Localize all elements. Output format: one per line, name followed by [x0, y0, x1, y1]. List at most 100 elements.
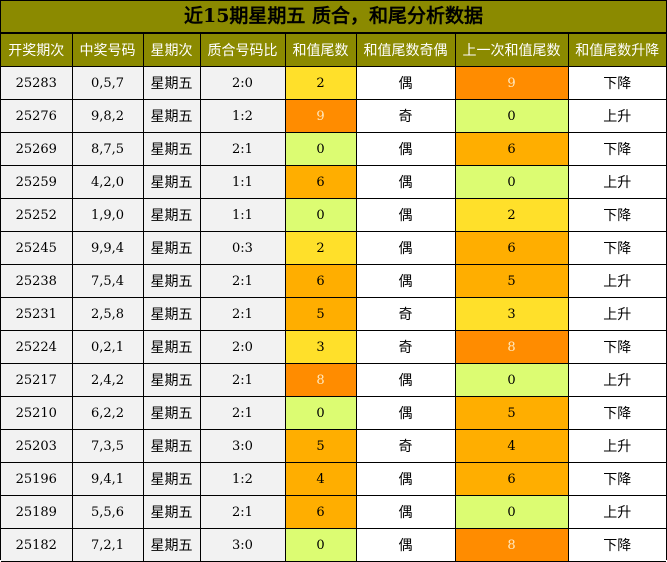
cell-trend: 上升 [567, 495, 666, 529]
cell-tail: 0 [284, 396, 357, 430]
cell-ratio: 1:1 [199, 165, 286, 199]
cell-ratio: 3:0 [199, 429, 286, 463]
cell-numbers: 9,8,2 [71, 99, 144, 133]
table-row: 25252 1,9,0 星期五 1:1 0 偶 2 下降 [1, 198, 666, 232]
table-row: 25203 7,3,5 星期五 3:0 5 奇 4 上升 [1, 429, 666, 463]
cell-ratio: 3:0 [199, 528, 286, 562]
cell-tail: 6 [284, 264, 357, 298]
table-row: 25217 2,4,2 星期五 2:1 8 偶 0 上升 [1, 363, 666, 397]
cell-odd-even: 偶 [355, 462, 456, 496]
cell-numbers: 9,4,1 [71, 462, 144, 496]
col-header-odd-even: 和值尾数奇偶 [355, 33, 456, 67]
cell-ratio: 2:1 [199, 132, 286, 166]
cell-ratio: 2:1 [199, 297, 286, 331]
cell-trend: 下降 [567, 66, 666, 100]
cell-odd-even: 偶 [355, 66, 456, 100]
cell-prev-tail: 0 [454, 363, 569, 397]
cell-ratio: 1:2 [199, 99, 286, 133]
cell-ratio: 1:1 [199, 198, 286, 232]
table-row: 25269 8,7,5 星期五 2:1 0 偶 6 下降 [1, 132, 666, 166]
cell-odd-even: 偶 [355, 198, 456, 232]
cell-period: 25283 [1, 66, 73, 100]
cell-trend: 下降 [567, 231, 666, 265]
cell-prev-tail: 5 [454, 396, 569, 430]
cell-ratio: 0:3 [199, 231, 286, 265]
cell-ratio: 2:1 [199, 264, 286, 298]
cell-odd-even: 偶 [355, 495, 456, 529]
col-header-numbers: 中奖号码 [71, 33, 144, 67]
cell-ratio: 2:0 [199, 330, 286, 364]
cell-trend: 下降 [567, 528, 666, 562]
table-row: 25283 0,5,7 星期五 2:0 2 偶 9 下降 [1, 66, 666, 100]
cell-period: 25210 [1, 396, 73, 430]
table-row: 25189 5,5,6 星期五 2:1 6 偶 0 上升 [1, 495, 666, 529]
cell-trend: 上升 [567, 165, 666, 199]
cell-day: 星期五 [142, 231, 201, 265]
cell-period: 25231 [1, 297, 73, 331]
cell-prev-tail: 8 [454, 330, 569, 364]
cell-period: 25259 [1, 165, 73, 199]
cell-odd-even: 偶 [355, 165, 456, 199]
cell-ratio: 2:1 [199, 495, 286, 529]
cell-day: 星期五 [142, 396, 201, 430]
cell-period: 25217 [1, 363, 73, 397]
cell-prev-tail: 2 [454, 198, 569, 232]
cell-trend: 上升 [567, 429, 666, 463]
cell-odd-even: 偶 [355, 264, 456, 298]
table-row: 25276 9,8,2 星期五 1:2 9 奇 0 上升 [1, 99, 666, 133]
cell-trend: 下降 [567, 330, 666, 364]
cell-numbers: 8,7,5 [71, 132, 144, 166]
col-header-period: 开奖期次 [1, 33, 73, 67]
cell-odd-even: 奇 [355, 297, 456, 331]
cell-prev-tail: 8 [454, 528, 569, 562]
cell-tail: 3 [284, 330, 357, 364]
cell-numbers: 6,2,2 [71, 396, 144, 430]
cell-prev-tail: 0 [454, 165, 569, 199]
col-header-day: 星期次 [142, 33, 201, 67]
cell-odd-even: 奇 [355, 330, 456, 364]
cell-numbers: 0,5,7 [71, 66, 144, 100]
cell-prev-tail: 6 [454, 231, 569, 265]
cell-period: 25245 [1, 231, 73, 265]
cell-day: 星期五 [142, 297, 201, 331]
cell-prev-tail: 3 [454, 297, 569, 331]
table-row: 25182 7,2,1 星期五 3:0 0 偶 8 下降 [1, 528, 666, 562]
cell-prev-tail: 9 [454, 66, 569, 100]
cell-ratio: 2:1 [199, 396, 286, 430]
header-row: 开奖期次 中奖号码 星期次 质合号码比 和值尾数 和值尾数奇偶 上一次和值尾数 … [1, 33, 666, 67]
cell-odd-even: 偶 [355, 363, 456, 397]
cell-period: 25189 [1, 495, 73, 529]
cell-period: 25203 [1, 429, 73, 463]
cell-tail: 2 [284, 231, 357, 265]
cell-tail: 5 [284, 297, 357, 331]
cell-trend: 上升 [567, 99, 666, 133]
cell-prev-tail: 6 [454, 462, 569, 496]
cell-day: 星期五 [142, 165, 201, 199]
cell-tail: 0 [284, 132, 357, 166]
cell-day: 星期五 [142, 66, 201, 100]
table-row: 25245 9,9,4 星期五 0:3 2 偶 6 下降 [1, 231, 666, 265]
cell-day: 星期五 [142, 528, 201, 562]
cell-odd-even: 奇 [355, 429, 456, 463]
cell-tail: 4 [284, 462, 357, 496]
cell-period: 25196 [1, 462, 73, 496]
cell-odd-even: 偶 [355, 396, 456, 430]
col-header-trend: 和值尾数升降 [567, 33, 666, 67]
cell-numbers: 7,2,1 [71, 528, 144, 562]
table-title: 近15期星期五 质合，和尾分析数据 [1, 1, 666, 33]
cell-day: 星期五 [142, 132, 201, 166]
cell-odd-even: 偶 [355, 528, 456, 562]
cell-trend: 下降 [567, 198, 666, 232]
cell-day: 星期五 [142, 495, 201, 529]
cell-tail: 6 [284, 165, 357, 199]
cell-day: 星期五 [142, 264, 201, 298]
cell-period: 25224 [1, 330, 73, 364]
cell-tail: 0 [284, 198, 357, 232]
cell-day: 星期五 [142, 363, 201, 397]
cell-trend: 下降 [567, 462, 666, 496]
cell-day: 星期五 [142, 429, 201, 463]
cell-trend: 上升 [567, 297, 666, 331]
cell-day: 星期五 [142, 462, 201, 496]
cell-ratio: 2:0 [199, 66, 286, 100]
